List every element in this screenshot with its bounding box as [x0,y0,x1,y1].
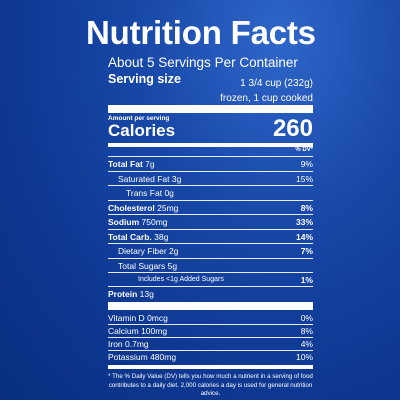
divider [108,243,313,244]
nutrient-dv: 15% [295,174,313,184]
footnote-divider [108,365,313,369]
divider [108,324,313,325]
serving-size-label: Serving size [108,72,181,86]
nutrient-name: Trans Fat [126,188,163,198]
nutrient-name: Saturated Fat [118,174,170,184]
nutrient-amount: 2g [169,246,179,256]
nutrient-dv: 8% [300,203,313,213]
serving-size-line-2: frozen, 1 cup cooked [220,93,313,104]
nutrient-name: Total Carb. [108,232,152,242]
daily-value-footnote: * The % Daily Value (DV) tells you how m… [108,373,313,397]
nutrition-facts-panel: Nutrition Facts About 5 Servings Per Con… [80,0,318,400]
vitamin-amount: 0mcg [147,313,168,323]
vitamin-dv: 8% [300,326,313,336]
amount-per-serving-label: Amount per serving [108,115,170,122]
vitamin-dv: 0% [300,313,313,323]
nutrient-amount: 750mg [141,217,168,227]
nutrient-dv: 33% [295,217,313,227]
vitamin-name: Vitamin D [108,313,145,323]
divider [108,214,313,215]
daily-value-header: % DV* [295,147,313,153]
vitamin-amount: 480mg [150,352,177,362]
nutrient-name: Protein [108,289,138,299]
nutrient-amount: 38g [154,232,169,242]
nutrient-name: Dietary Fiber [118,246,167,256]
nutrient-amount: 3g [171,174,182,184]
calories-divider [108,143,313,147]
thick-divider [108,105,313,113]
nutrient-name: Total Fat [108,159,143,169]
servings-per-container: About 5 Servings Per Container [108,55,298,70]
thick-divider [108,302,313,310]
serving-size-line-1: 1 3/4 cup (232g) [240,78,313,89]
vitamin-amount: 100mg [141,326,168,336]
vitamin-amount: 0.7mg [125,339,149,349]
divider [108,156,313,157]
nutrient-dv: 9% [300,159,313,169]
divider [108,350,313,351]
nutrient-amount: 0g [164,188,174,198]
vitamin-name: Iron [108,339,123,349]
nutrient-dv: 7% [300,246,313,256]
divider [108,171,313,172]
divider [108,272,313,273]
nutrient-dv: 1% [300,275,313,285]
divider [108,200,313,201]
nutrient-name: Sodium [108,217,140,227]
nutrient-name: Cholesterol [108,203,155,213]
vitamin-dv: 4% [300,339,313,349]
divider [108,286,313,287]
divider [108,229,313,230]
divider [108,258,313,259]
nutrient-dv: 14% [295,232,313,242]
nutrient-amount: 25mg [157,203,179,213]
divider [108,337,313,338]
nutrient-name: Total Sugars [118,261,166,271]
vitamin-name: Potassium [108,352,148,362]
calories-label: Calories [108,121,176,140]
serving-size-value: 1 3/4 cup (232g) frozen, 1 cup cooked [220,76,313,106]
divider [108,185,313,186]
nutrient-amount: 7g [145,159,155,169]
vitamin-dv: 10% [295,352,313,362]
nutrient-amount: 13g [139,289,154,299]
nutrient-name: Includes <1g Added Sugars [138,276,224,283]
nutrient-amount: 5g [167,261,178,271]
vitamin-name: Calcium [108,326,139,336]
nutrition-facts-title: Nutrition Facts [86,14,316,51]
calories-value: 260 [272,115,313,142]
